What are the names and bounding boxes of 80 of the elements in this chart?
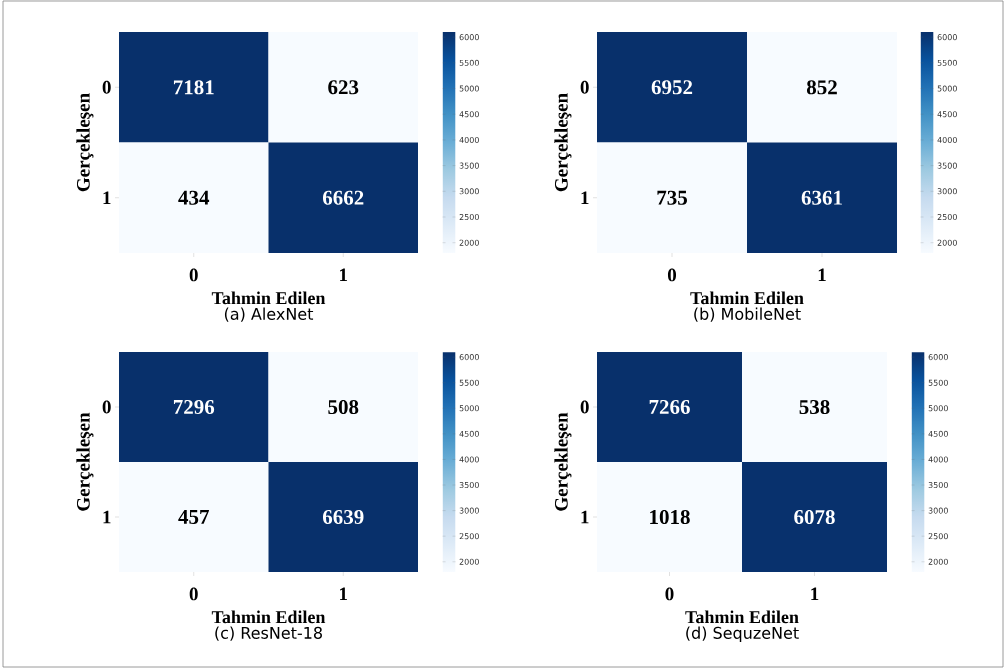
data-label: 6952 [651,80,693,95]
y-tick-label: 1 [581,191,589,205]
data-label: 538 [799,399,830,415]
x-tick-label: 0 [189,268,198,282]
color-bar-label: 5000 [459,85,479,92]
data-label: 6361 [801,190,842,205]
x-axis-title: Tahmin Edilen [690,291,804,305]
y-axis-title: Gerçekleşen [76,93,94,192]
color-bar-label: 5500 [459,59,479,66]
data-label: 6078 [794,509,835,525]
x-tick-label: 0 [667,268,677,282]
color-bar-label: 3000 [928,507,948,514]
color-bar-label: 2000 [459,239,479,246]
color-bar-label: 4500 [928,430,948,437]
color-bar-label: 2000 [459,558,479,565]
color-bar-label: 4000 [928,456,948,463]
y-axis-title: Gerçekleşen [554,412,572,511]
color-bar-label: 2500 [459,213,479,221]
text: (d) SequzeNet [686,626,799,643]
x-tick-label: 1 [811,587,819,601]
data-label: 852 [806,80,837,95]
color-bar-label: 5000 [928,405,948,412]
data-label: 7181 [173,80,214,95]
color-bar-label: 6000 [459,34,479,41]
data-label: 508 [328,399,359,415]
color-bar-label: 2000 [928,558,948,565]
y-axis-title: Gerçekleşen [76,412,94,511]
x-tick-label: 0 [665,587,674,601]
x-tick-label: 1 [340,268,348,282]
y-axis-title: Gerçekleşen [554,93,572,192]
data-label: 7296 [173,399,215,415]
x-tick-label: 0 [189,587,198,601]
color-bar-label: 3000 [937,188,957,195]
color-bar-label: 4000 [459,456,479,463]
color-bar-label: 2500 [937,213,957,221]
text: (b) MobileNet [694,307,801,322]
data-label: 6639 [322,509,364,525]
x-tick-label: 1 [340,587,348,601]
y-tick-label: 0 [102,400,111,414]
color-bar-label: 3500 [459,481,479,489]
color-bar-label: 5500 [937,59,957,66]
text: (c) ResNet-18 [215,626,322,641]
color-bar-label: 6000 [459,354,479,361]
x-tick-label: 1 [818,268,826,282]
color-bar-label: 2000 [937,239,957,246]
y-tick-label: 1 [103,191,111,205]
color-bar-label: 5000 [937,85,957,92]
color-bar-label: 5000 [459,405,479,412]
data-label: 7266 [649,399,690,415]
data-label: 457 [178,509,209,525]
text: (a) AlexNet [224,307,314,322]
color-bar-label: 3500 [459,162,479,169]
color-bar-label: 6000 [928,354,948,361]
color-bar-label: 6000 [937,34,957,41]
color-bar-label: 4500 [937,111,957,118]
color-bar-label: 4000 [937,136,957,143]
x-axis-title: Tahmin Edilen [685,610,799,624]
data-label: 623 [328,80,359,95]
color-bar-label: 2500 [459,533,479,540]
y-tick-label: 0 [580,80,589,94]
color-bar-label: 2500 [928,533,948,540]
data-label: 434 [178,190,210,205]
color-bar-label: 4500 [459,111,479,118]
y-tick-label: 0 [580,400,589,414]
x-axis-title: Tahmin Edilen [211,610,326,624]
color-bar-label: 3500 [928,481,948,489]
data-label: 735 [657,190,687,205]
color-bar-label: 3500 [937,162,957,169]
y-tick-label: 1 [103,510,111,524]
color-bar-label: 3000 [459,188,479,195]
color-bar-label: 5500 [928,379,948,386]
data-label: 1018 [650,509,690,525]
color-bar-label: 4000 [459,136,479,143]
color-bar-label: 5500 [459,379,479,386]
y-tick-label: 0 [102,80,111,94]
data-label: 6662 [322,190,364,205]
color-bar-label: 3000 [459,507,479,514]
x-axis-title: Tahmin Edilen [211,291,326,305]
y-tick-label: 1 [581,510,589,524]
color-bar-label: 4500 [459,430,479,437]
